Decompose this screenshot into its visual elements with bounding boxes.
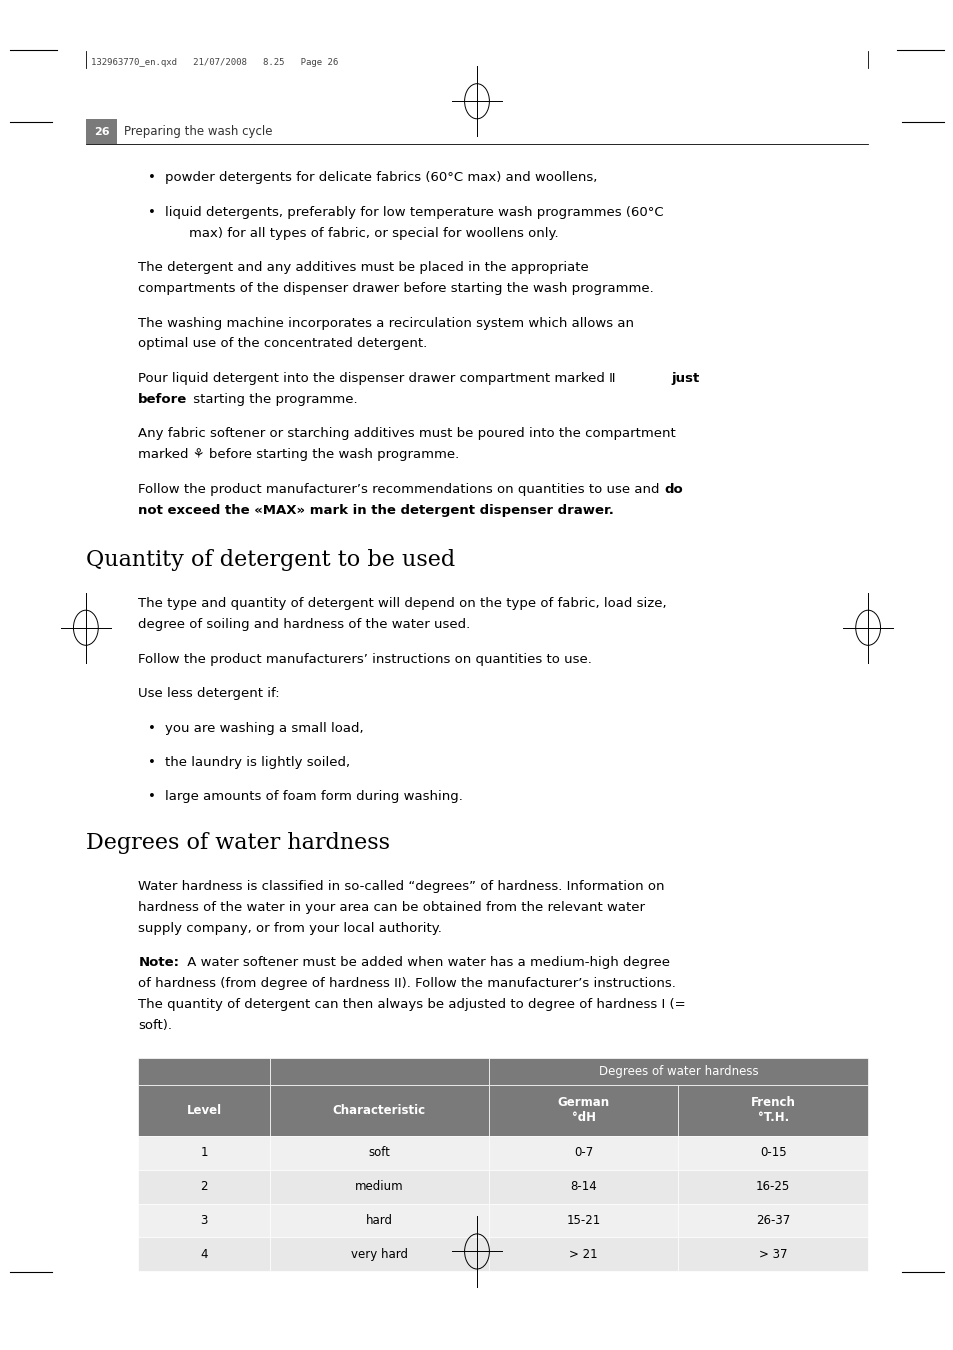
FancyBboxPatch shape [138, 1135, 270, 1169]
FancyBboxPatch shape [488, 1057, 867, 1084]
Text: starting the programme.: starting the programme. [189, 393, 357, 406]
FancyBboxPatch shape [270, 1084, 488, 1135]
Text: Quantity of detergent to be used: Quantity of detergent to be used [86, 548, 455, 571]
Text: 1: 1 [200, 1146, 208, 1160]
Text: Water hardness is classified in so-called “degrees” of hardness. Information on: Water hardness is classified in so-calle… [138, 880, 664, 894]
Text: The washing machine incorporates a recirculation system which allows an: The washing machine incorporates a recir… [138, 316, 634, 329]
Text: liquid detergents, preferably for low temperature wash programmes (60°C: liquid detergents, preferably for low te… [165, 207, 663, 219]
Text: 26: 26 [93, 127, 110, 136]
Text: > 21: > 21 [569, 1247, 598, 1261]
Text: •: • [148, 171, 155, 185]
Text: of hardness (from degree of hardness II). Follow the manufacturer’s instructions: of hardness (from degree of hardness II)… [138, 977, 676, 991]
Text: not exceed the «MAX» mark in the detergent dispenser drawer.: not exceed the «MAX» mark in the deterge… [138, 504, 614, 517]
Text: The quantity of detergent can then always be adjusted to degree of hardness I (=: The quantity of detergent can then alway… [138, 998, 685, 1011]
Text: 132963770_en.qxd   21/07/2008   8.25   Page 26: 132963770_en.qxd 21/07/2008 8.25 Page 26 [91, 58, 337, 68]
Text: A water softener must be added when water has a medium-high degree: A water softener must be added when wate… [183, 956, 669, 969]
FancyBboxPatch shape [678, 1237, 867, 1270]
Text: just: just [670, 371, 699, 385]
FancyBboxPatch shape [270, 1135, 488, 1169]
FancyBboxPatch shape [488, 1084, 678, 1135]
FancyBboxPatch shape [488, 1203, 678, 1237]
Text: 0-15: 0-15 [760, 1146, 786, 1160]
FancyBboxPatch shape [678, 1169, 867, 1203]
Text: soft).: soft). [138, 1019, 172, 1033]
Text: 26-37: 26-37 [756, 1214, 790, 1227]
Text: Degrees of water hardness: Degrees of water hardness [86, 832, 390, 853]
FancyBboxPatch shape [86, 119, 117, 144]
FancyBboxPatch shape [678, 1203, 867, 1237]
FancyBboxPatch shape [488, 1169, 678, 1203]
Text: The type and quantity of detergent will depend on the type of fabric, load size,: The type and quantity of detergent will … [138, 597, 666, 610]
Text: hard: hard [365, 1214, 393, 1227]
FancyBboxPatch shape [678, 1084, 867, 1135]
Text: supply company, or from your local authority.: supply company, or from your local autho… [138, 922, 442, 936]
FancyBboxPatch shape [270, 1237, 488, 1270]
Text: hardness of the water in your area can be obtained from the relevant water: hardness of the water in your area can b… [138, 900, 644, 914]
Text: > 37: > 37 [759, 1247, 786, 1261]
FancyBboxPatch shape [678, 1135, 867, 1169]
FancyBboxPatch shape [270, 1057, 488, 1084]
FancyBboxPatch shape [488, 1135, 678, 1169]
Text: the laundry is lightly soiled,: the laundry is lightly soiled, [165, 756, 350, 770]
Text: degree of soiling and hardness of the water used.: degree of soiling and hardness of the wa… [138, 618, 470, 632]
FancyBboxPatch shape [138, 1169, 270, 1203]
Text: Degrees of water hardness: Degrees of water hardness [598, 1065, 758, 1077]
Text: large amounts of foam form during washing.: large amounts of foam form during washin… [165, 790, 462, 803]
Text: 4: 4 [200, 1247, 208, 1261]
Text: 16-25: 16-25 [756, 1180, 790, 1193]
Text: •: • [148, 207, 155, 219]
Text: medium: medium [355, 1180, 403, 1193]
Text: German
°dH: German °dH [557, 1096, 609, 1125]
Text: powder detergents for delicate fabrics (60°C max) and woollens,: powder detergents for delicate fabrics (… [165, 171, 597, 185]
Text: Follow the product manufacturer’s recommendations on quantities to use and: Follow the product manufacturer’s recomm… [138, 482, 663, 495]
Text: 3: 3 [200, 1214, 208, 1227]
Text: •: • [148, 756, 155, 770]
FancyBboxPatch shape [138, 1237, 270, 1270]
FancyBboxPatch shape [138, 1057, 270, 1084]
Text: soft: soft [368, 1146, 390, 1160]
Text: Level: Level [186, 1104, 221, 1116]
Text: French
°T.H.: French °T.H. [750, 1096, 795, 1125]
Text: optimal use of the concentrated detergent.: optimal use of the concentrated detergen… [138, 338, 427, 351]
Text: before: before [138, 393, 188, 406]
FancyBboxPatch shape [138, 1084, 270, 1135]
Text: marked ⚘ before starting the wash programme.: marked ⚘ before starting the wash progra… [138, 448, 459, 462]
Text: 2: 2 [200, 1180, 208, 1193]
FancyBboxPatch shape [488, 1237, 678, 1270]
Text: you are washing a small load,: you are washing a small load, [165, 721, 363, 734]
Text: 0-7: 0-7 [574, 1146, 593, 1160]
Text: Follow the product manufacturers’ instructions on quantities to use.: Follow the product manufacturers’ instru… [138, 652, 592, 666]
Text: 8-14: 8-14 [570, 1180, 597, 1193]
FancyBboxPatch shape [270, 1169, 488, 1203]
Text: The detergent and any additives must be placed in the appropriate: The detergent and any additives must be … [138, 262, 588, 274]
FancyBboxPatch shape [138, 1203, 270, 1237]
Text: Use less detergent if:: Use less detergent if: [138, 687, 279, 701]
Text: Characteristic: Characteristic [333, 1104, 425, 1116]
Text: Pour liquid detergent into the dispenser drawer compartment marked Ⅱ: Pour liquid detergent into the dispenser… [138, 371, 619, 385]
Text: •: • [148, 721, 155, 734]
Text: 15-21: 15-21 [566, 1214, 600, 1227]
Text: Any fabric softener or starching additives must be poured into the compartment: Any fabric softener or starching additiv… [138, 427, 676, 440]
Text: •: • [148, 790, 155, 803]
FancyBboxPatch shape [270, 1203, 488, 1237]
Text: compartments of the dispenser drawer before starting the wash programme.: compartments of the dispenser drawer bef… [138, 282, 654, 296]
Text: very hard: very hard [351, 1247, 407, 1261]
Text: Preparing the wash cycle: Preparing the wash cycle [124, 126, 273, 138]
Text: max) for all types of fabric, or special for woollens only.: max) for all types of fabric, or special… [189, 227, 558, 240]
Text: Note:: Note: [138, 956, 179, 969]
Text: do: do [663, 482, 682, 495]
